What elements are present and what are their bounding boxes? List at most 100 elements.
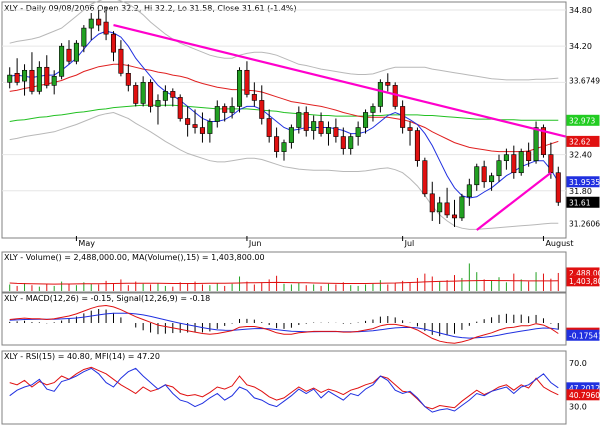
- candle-body-44: [333, 127, 339, 137]
- price-x-tick-0: May: [78, 239, 95, 248]
- candle-body-71: [533, 127, 539, 161]
- candle-body-25: [192, 124, 198, 128]
- volume-ma-line: [9, 280, 559, 285]
- rsi-label-1: 40.7960: [569, 391, 600, 400]
- candle-body-65: [489, 175, 495, 183]
- candle-body-41: [311, 121, 317, 131]
- price-title: XLY - Daily 09/08/2006 Open 32.2, Hi 32.…: [4, 4, 297, 13]
- price-last-value-labels: 33.6749 32.973 32.62 31.9535 31.61 31.2606: [566, 75, 600, 229]
- candle-body-38: [288, 127, 294, 143]
- candle-body-54: [407, 127, 413, 131]
- candle-body-15: [118, 48, 124, 74]
- candle-body-21: [162, 91, 168, 101]
- candle-body-37: [281, 142, 287, 152]
- candle-body-43: [325, 127, 332, 134]
- price-label-bg-1: [566, 114, 600, 126]
- candle-body-12: [96, 18, 102, 26]
- price-y-tick-3: 32.40: [569, 151, 592, 160]
- price-label-bg-0: [566, 75, 600, 87]
- candle-body-68: [511, 154, 517, 174]
- macd-panel: XLY - MACD(12,26) = -0.15, Signal(12,26,…: [1, 292, 600, 346]
- rsi-y-tick-1: 30.0: [569, 403, 587, 412]
- mfi-line: [9, 367, 559, 413]
- candle-body-11: [88, 18, 94, 29]
- candle-body-40: [303, 112, 309, 131]
- bollinger-bands: [9, 0, 559, 230]
- rsi-label-bg-1: [566, 389, 600, 401]
- volume-label-bg-1: [566, 275, 600, 287]
- bollinger-upper: [9, 0, 559, 81]
- candle-body-53: [400, 106, 406, 128]
- candle-body-1: [14, 72, 20, 83]
- price-label-4: 31.61: [569, 198, 591, 207]
- candle-body-49: [370, 106, 376, 113]
- candle-body-8: [66, 48, 72, 62]
- macd-line: [9, 304, 559, 344]
- candle-body-74: [555, 172, 561, 203]
- candle-body-0: [7, 74, 13, 83]
- price-x-tick-1: Jun: [248, 239, 262, 248]
- candle-body-48: [363, 112, 369, 128]
- macd-title: XLY - MACD(12,26) = -0.15, Signal(12,26,…: [4, 294, 210, 303]
- candle-body-64: [481, 166, 487, 183]
- candle-body-6: [51, 76, 57, 86]
- macd-label-1: -0.175415: [569, 331, 600, 340]
- candle-body-58: [437, 202, 443, 213]
- candle-body-63: [474, 166, 480, 186]
- rsi-y-tick-0: 70.0: [569, 359, 587, 368]
- candle-body-10: [81, 27, 87, 47]
- candle-body-66: [496, 160, 502, 177]
- ma-short-line: [9, 30, 559, 199]
- candle-body-32: [244, 69, 250, 95]
- volume-label-1: 1,403,800: [569, 277, 600, 286]
- candle-body-14: [110, 33, 117, 53]
- candle-body-69: [518, 151, 524, 174]
- candle-body-36: [274, 136, 280, 152]
- rsi-panel: XLY - RSI(15) = 40.80, MFI(14) = 47.20 7…: [1, 350, 600, 425]
- candle-body-22: [170, 91, 176, 98]
- price-y-tick-4: 31.80: [569, 187, 592, 196]
- candle-body-3: [29, 69, 35, 92]
- volume-ma: [9, 280, 559, 285]
- candle-body-18: [140, 82, 146, 104]
- candle-body-72: [540, 127, 546, 155]
- candle-body-45: [340, 136, 346, 149]
- candle-body-56: [422, 160, 428, 195]
- price-label-2: 32.62: [569, 137, 591, 146]
- candle-body-73: [548, 154, 554, 174]
- rsi-y-ticks: 70.0 30.0: [569, 359, 587, 412]
- candle-body-31: [236, 69, 243, 107]
- price-x-tick-3: August: [545, 239, 573, 248]
- candle-body-47: [355, 127, 361, 137]
- candle-body-4: [36, 66, 42, 92]
- price-panel: XLY - Daily 09/08/2006 Open 32.2, Hi 32.…: [1, 0, 600, 248]
- price-y-tick-0: 34.80: [569, 6, 592, 15]
- volume-bars: [9, 263, 559, 291]
- price-label-3: 31.9535: [569, 178, 600, 187]
- candle-body-50: [377, 82, 383, 107]
- candle-body-46: [348, 136, 354, 149]
- volume-title: XLY - Volume() = 2,488,000.00, MA(Volume…: [4, 253, 265, 262]
- rsi-title: XLY - RSI(15) = 40.80, MFI(14) = 47.20: [4, 352, 160, 361]
- price-x-ticks: May Jun Jul August: [75, 236, 573, 248]
- candle-body-5: [44, 66, 50, 86]
- candle-body-70: [526, 151, 532, 161]
- candlesticks: [7, 7, 561, 227]
- candle-body-24: [185, 118, 191, 125]
- trendline-0: [113, 24, 566, 138]
- candle-body-27: [207, 121, 213, 134]
- candle-body-59: [444, 202, 450, 216]
- moving-averages: [9, 30, 559, 199]
- candle-body-39: [296, 112, 302, 128]
- candle-body-17: [133, 85, 139, 104]
- rsi-label-0: 47.2012: [569, 384, 600, 393]
- price-y-tick-1: 34.20: [569, 42, 592, 51]
- candle-body-23: [177, 97, 183, 119]
- volume-label-0: 2,488,000: [569, 269, 600, 278]
- candle-body-62: [466, 184, 472, 198]
- price-label-1: 32.973: [569, 116, 595, 125]
- volume-panel: XLY - Volume() = 2,488,000.00, MA(Volume…: [1, 251, 600, 293]
- candle-body-20: [155, 100, 161, 107]
